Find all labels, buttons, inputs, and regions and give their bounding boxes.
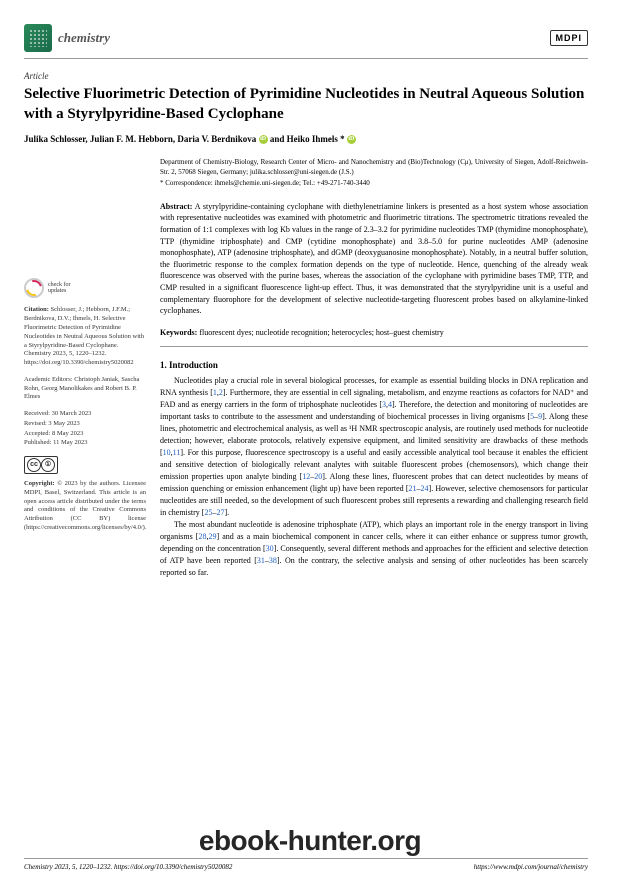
authors-main: Julika Schlosser, Julian F. M. Hebborn, … — [24, 134, 256, 144]
copyright-block: Copyright: © 2023 by the authors. Licens… — [24, 480, 146, 533]
orcid-icon[interactable]: iD — [259, 135, 268, 144]
abstract-label: Abstract: — [160, 202, 192, 211]
article-type: Article — [24, 71, 588, 81]
date-published: Published: 11 May 2023 — [24, 439, 146, 448]
footer-left: Chemistry 2023, 5, 1220–1232. https://do… — [24, 863, 232, 871]
check-line2: updates — [48, 288, 71, 295]
ref-link[interactable]: 24 — [421, 484, 429, 493]
keywords-block: Keywords: fluorescent dyes; nucleotide r… — [160, 327, 588, 338]
page-container: chemistry MDPI Article Selective Fluorim… — [0, 0, 620, 877]
ref-link[interactable]: 38 — [269, 556, 277, 565]
by-icon: ① — [41, 458, 55, 472]
ref-link[interactable]: 31 — [257, 556, 265, 565]
author-and: and — [270, 134, 287, 144]
intro-para-1: Nucleotides play a crucial role in sever… — [160, 375, 588, 519]
intro-para-2: The most abundant nucleotide is adenosin… — [160, 519, 588, 579]
copyright-label: Copyright: — [24, 480, 55, 487]
citation-block: Citation: Schlosser, J.; Hebborn, J.F.M.… — [24, 306, 146, 367]
ref-link[interactable]: 30 — [266, 544, 274, 553]
citation-label: Citation: — [24, 306, 49, 313]
section-heading: 1. Introduction — [160, 359, 588, 372]
footer-right: https://www.mdpi.com/journal/chemistry — [474, 863, 588, 871]
author-list: Julika Schlosser, Julian F. M. Hebborn, … — [24, 134, 588, 144]
date-received: Received: 30 March 2023 — [24, 410, 146, 419]
copyright-text: © 2023 by the authors. Licensee MDPI, Ba… — [24, 480, 146, 531]
dates-block: Received: 30 March 2023 Revised: 3 May 2… — [24, 410, 146, 448]
date-accepted: Accepted: 8 May 2023 — [24, 430, 146, 439]
keywords-text: fluorescent dyes; nucleotide recognition… — [197, 328, 443, 337]
date-revised: Revised: 3 May 2023 — [24, 420, 146, 429]
abstract-text: A styrylpyridine-containing cyclophane w… — [160, 202, 588, 315]
journal-logo-icon — [24, 24, 52, 52]
check-updates-text: check for updates — [48, 282, 71, 295]
affiliation: Department of Chemistry-Biology, Researc… — [160, 158, 588, 177]
section-divider — [160, 346, 588, 347]
main-column: Department of Chemistry-Biology, Researc… — [160, 158, 588, 579]
ref-link[interactable]: 21 — [409, 484, 417, 493]
editors-label: Academic Editors: — [24, 376, 73, 383]
publisher-logo: MDPI — [550, 30, 589, 46]
content-columns: check for updates Citation: Schlosser, J… — [24, 158, 588, 579]
cc-license-badge[interactable]: cc ① — [24, 456, 146, 474]
check-line1: check for — [48, 282, 71, 289]
page-footer: Chemistry 2023, 5, 1220–1232. https://do… — [24, 858, 588, 871]
sidebar: check for updates Citation: Schlosser, J… — [24, 158, 146, 579]
journal-logo-group: chemistry — [24, 24, 110, 52]
article-title: Selective Fluorimetric Detection of Pyri… — [24, 85, 588, 124]
header-divider — [24, 58, 588, 59]
watermark-text: ebook-hunter.org — [199, 825, 421, 857]
author-last: Heiko Ihmels * — [287, 134, 345, 144]
correspondence: * Correspondence: ihmels@chemie.uni-sieg… — [160, 179, 588, 188]
check-updates-widget[interactable]: check for updates — [24, 278, 146, 298]
page-header: chemistry MDPI — [24, 24, 588, 52]
ref-link[interactable]: 10 — [163, 448, 171, 457]
keywords-label: Keywords: — [160, 328, 197, 337]
cc-icon: cc — [27, 458, 41, 472]
check-updates-icon — [24, 278, 44, 298]
orcid-icon[interactable]: iD — [347, 135, 356, 144]
editors-block: Academic Editors: Christoph Janiak, Sasc… — [24, 376, 146, 402]
journal-name: chemistry — [58, 30, 110, 46]
abstract-block: Abstract: A styrylpyridine-containing cy… — [160, 201, 588, 317]
citation-text: Schlosser, J.; Hebborn, J.F.M.; Berdniko… — [24, 306, 144, 366]
